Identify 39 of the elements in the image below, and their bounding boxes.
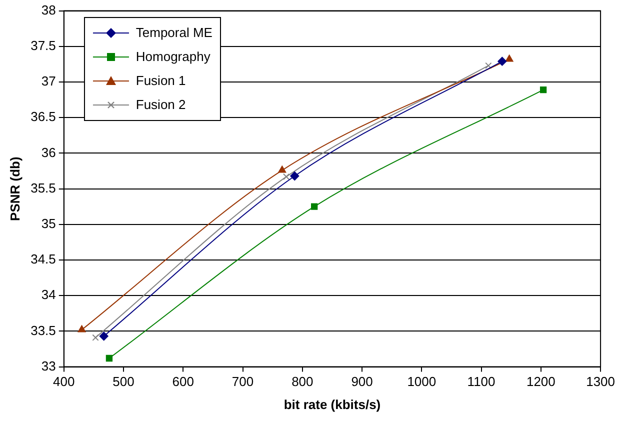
x-axis-title: bit rate (kbits/s) bbox=[284, 396, 381, 412]
legend-label: Fusion 2 bbox=[136, 97, 186, 112]
point bbox=[282, 173, 290, 180]
y-tick-label: 35 bbox=[41, 216, 56, 231]
point bbox=[278, 166, 286, 173]
point bbox=[498, 56, 507, 66]
point bbox=[485, 62, 492, 69]
x-tick-label: 800 bbox=[292, 374, 314, 390]
legend-label: Homography bbox=[136, 49, 210, 64]
x-tick-label: 1200 bbox=[526, 374, 556, 390]
point bbox=[78, 325, 86, 332]
x-tick-label: 400 bbox=[53, 374, 75, 390]
point bbox=[99, 332, 108, 341]
point bbox=[311, 203, 318, 210]
x-tick-label: 1300 bbox=[586, 374, 615, 390]
x-tick-label: 600 bbox=[172, 374, 194, 390]
legend-label: Fusion 1 bbox=[136, 73, 186, 88]
y-tick-label: 36 bbox=[41, 144, 56, 160]
x-tick-label: 500 bbox=[112, 374, 134, 390]
point bbox=[290, 171, 300, 180]
x-tick-label: 1100 bbox=[467, 374, 496, 390]
point bbox=[540, 86, 547, 94]
y-tick-label: 37 bbox=[41, 74, 56, 89]
point bbox=[92, 334, 99, 341]
y-tick-label: 33.5 bbox=[30, 322, 56, 338]
x-tick-label: 900 bbox=[351, 374, 373, 390]
x-tick-label: 700 bbox=[232, 374, 254, 390]
point bbox=[106, 354, 113, 362]
y-tick-label: 36.5 bbox=[30, 109, 56, 124]
y-tick-label: 34 bbox=[41, 287, 56, 302]
y-axis-title: PSNR (db) bbox=[7, 156, 22, 221]
y-tick-label: 37.5 bbox=[30, 38, 56, 53]
y-tick-label: 38 bbox=[41, 2, 56, 18]
y-tick-label: 35.5 bbox=[30, 180, 56, 196]
x-tick-label: 1000 bbox=[407, 374, 436, 390]
y-tick-label: 34.5 bbox=[30, 252, 56, 267]
y-tick-label: 33 bbox=[41, 358, 56, 374]
point bbox=[505, 54, 514, 62]
legend-label: Temporal ME bbox=[136, 25, 212, 40]
